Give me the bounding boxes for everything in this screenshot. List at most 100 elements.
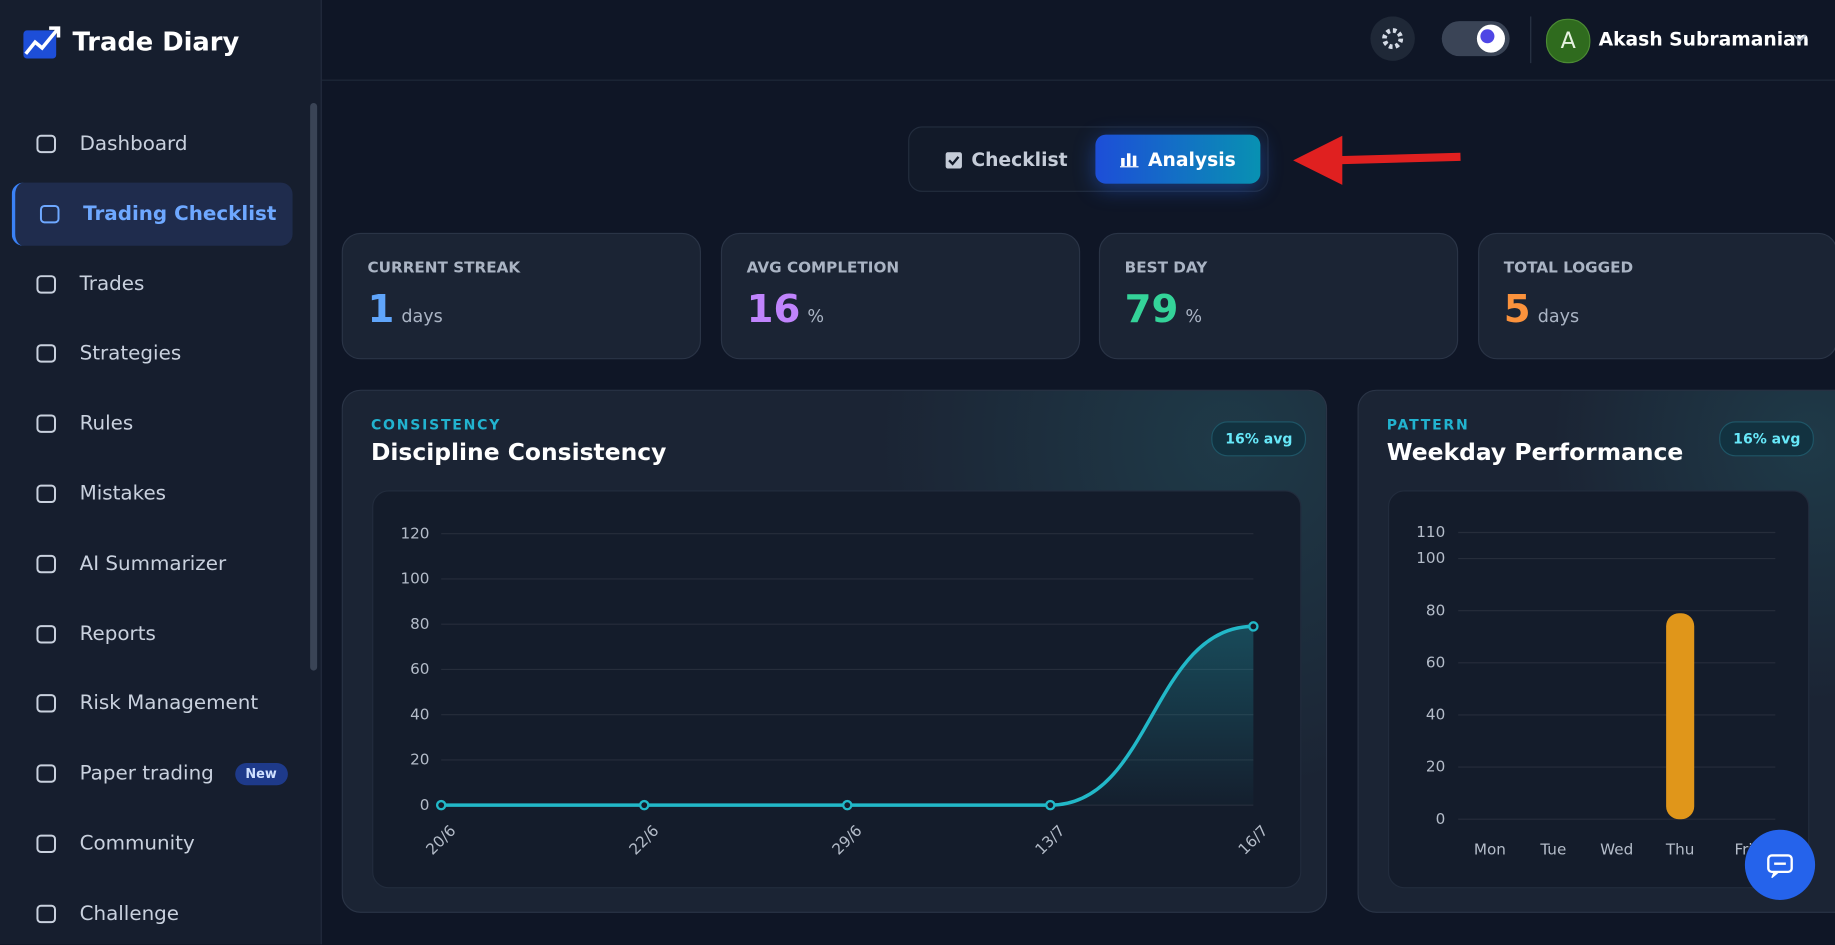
nav-icon (36, 134, 56, 154)
line-point (1045, 799, 1056, 811)
card-eyebrow: CONSISTENCY (370, 416, 502, 434)
nav-icon (39, 204, 60, 224)
y-tick-label: 120 (400, 524, 429, 542)
header-controls (1370, 16, 1532, 64)
card-title: Discipline Consistency (370, 437, 667, 466)
moon-icon (1480, 29, 1495, 44)
avatar[interactable]: A (1545, 18, 1591, 64)
tab-label: Analysis (1148, 148, 1236, 171)
nav-item[interactable]: Dashboard (12, 112, 293, 175)
nav-item[interactable]: Strategies (12, 322, 293, 385)
brand[interactable]: Trade Diary (21, 23, 239, 60)
nav-label: Reports (79, 622, 156, 646)
x-tick-label: 13/7 (1032, 822, 1069, 859)
y-tick-label: 20 (410, 751, 429, 769)
nav-icon (36, 904, 56, 923)
y-tick-label: 0 (1436, 810, 1446, 828)
tab-analysis[interactable]: Analysis (1095, 134, 1261, 184)
annotation-arrow (1293, 135, 1461, 185)
stat-value: 1 (367, 285, 395, 332)
settings-button[interactable] (1370, 16, 1415, 61)
icon-shape (36, 694, 56, 713)
nav-label: Trading Checklist (83, 202, 277, 226)
nav-item[interactable]: Reports (12, 602, 293, 665)
y-tick-label: 100 (1416, 549, 1445, 567)
chat-button[interactable] (1744, 829, 1817, 902)
line-point (1248, 621, 1259, 632)
chart-card: CONSISTENCY Discipline Consistency 16% a… (341, 389, 1328, 913)
stat-label: AVG COMPLETION (746, 259, 900, 278)
nav-item[interactable]: Paper trading New (12, 742, 293, 805)
x-tick-label: 29/6 (829, 822, 866, 859)
y-tick-label: 20 (1426, 758, 1445, 776)
line-point (638, 799, 650, 811)
stat-value: 16 (746, 285, 801, 332)
nav-label: Paper trading (79, 762, 214, 786)
chart-panel (372, 490, 1302, 889)
chart-panel (1387, 490, 1810, 889)
nav-label: Community (79, 832, 195, 856)
stat-value-row: 16% (747, 286, 824, 332)
avg-badge: 16% avg (1211, 421, 1307, 457)
icon-shape (36, 484, 56, 504)
y-tick-label: 40 (410, 705, 429, 723)
brand-name: Trade Diary (72, 27, 240, 57)
y-tick-label: 80 (410, 615, 429, 633)
nav-icon (36, 414, 56, 434)
y-tick-label: 100 (400, 570, 429, 588)
icon-shape (36, 344, 56, 364)
tab-icon (1119, 153, 1139, 168)
nav-label: Risk Management (79, 692, 259, 716)
nav-label: Rules (79, 412, 134, 436)
nav-label: Dashboard (79, 132, 188, 156)
nav-label: Mistakes (79, 482, 167, 506)
stat-unit: days (1537, 305, 1580, 327)
user-name[interactable]: Akash Subramanian (1598, 28, 1810, 51)
stat-label: TOTAL LOGGED (1503, 259, 1634, 278)
y-tick-label: 0 (420, 796, 430, 814)
y-tick-label: 40 (1426, 706, 1445, 724)
x-tick-label: 20/6 (423, 822, 460, 859)
x-tick-label: Wed (1600, 840, 1633, 858)
x-tick-label: 16/7 (1235, 822, 1272, 859)
nav-icon (36, 344, 56, 364)
tab-checklist[interactable]: Checklist (945, 149, 1068, 171)
chevron[interactable] (1793, 33, 1807, 45)
scrollbar[interactable] (310, 102, 318, 671)
nav-badge: New (234, 762, 288, 785)
avg-badge: 16% avg (1719, 421, 1815, 457)
stat-value: 5 (1503, 285, 1531, 332)
line-area (441, 626, 1254, 806)
stat-card: BEST DAY 79% (1098, 232, 1459, 360)
x-tick-label: Tue (1539, 840, 1566, 858)
nav-item[interactable]: Mistakes (12, 462, 293, 525)
icon-shape (36, 554, 56, 574)
nav-item[interactable]: Trading Checklist (11, 182, 293, 246)
tab-icon (945, 151, 962, 168)
gear-icon (1382, 28, 1404, 50)
nav-label: Strategies (79, 342, 182, 366)
stat-card: TOTAL LOGGED 5 days (1478, 232, 1835, 360)
nav-item[interactable]: Trades (12, 252, 293, 315)
nav-item[interactable]: AI Summarizer (12, 532, 293, 595)
logo (23, 26, 61, 59)
nav-item[interactable]: Risk Management (12, 672, 293, 735)
stat-unit: % (1185, 305, 1203, 327)
stat-value: 79 (1124, 285, 1179, 332)
nav-label: AI Summarizer (79, 552, 227, 576)
nav-label: Challenge (79, 902, 180, 926)
nav-icon (36, 834, 56, 853)
nav-icon (36, 554, 56, 574)
y-tick-label: 60 (1426, 653, 1445, 671)
stat-unit: days (401, 305, 443, 327)
stat-label: BEST DAY (1124, 259, 1208, 278)
nav-item[interactable]: Challenge (12, 882, 293, 944)
icon-shape (39, 204, 60, 224)
nav-icon (36, 274, 56, 294)
sidebar: Trade Diary Dashboard Trading Checklist Tr… (0, 0, 322, 945)
x-tick-label: Mon (1474, 840, 1506, 858)
nav-item[interactable]: Rules (12, 392, 293, 455)
nav-item[interactable]: Community (12, 812, 293, 875)
